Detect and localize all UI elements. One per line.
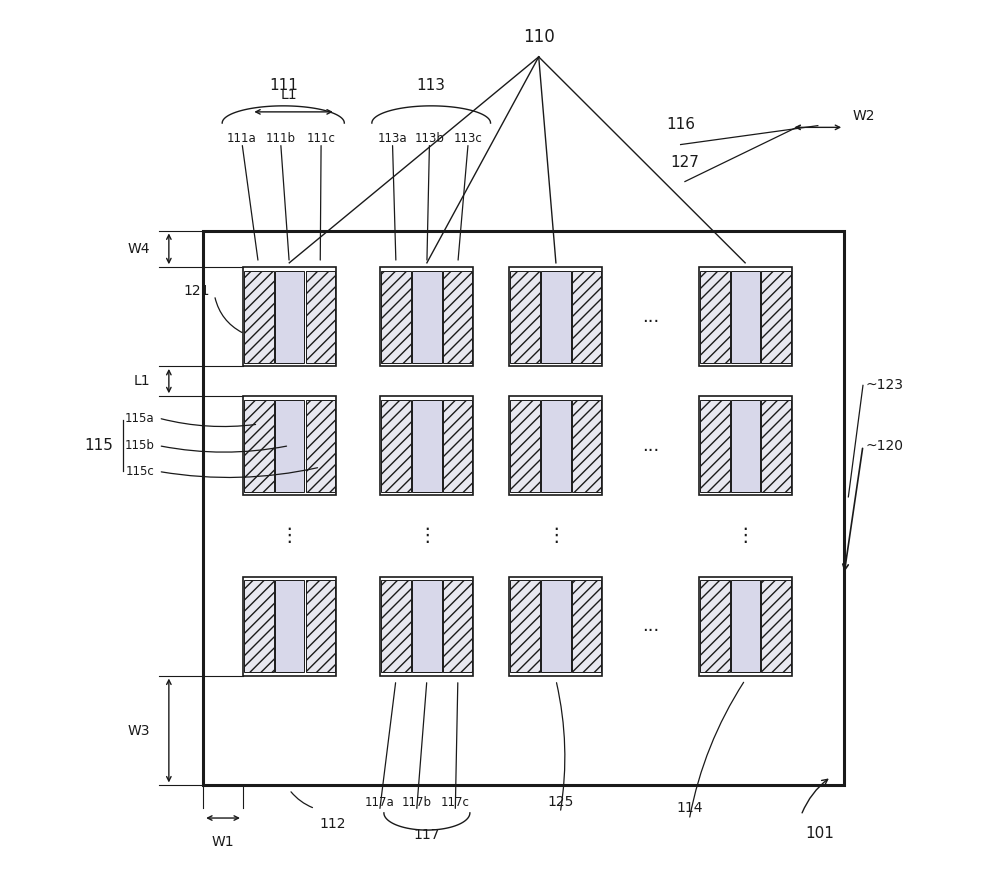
Text: ...: ... xyxy=(642,617,659,635)
Text: ⋮: ⋮ xyxy=(735,526,755,545)
Bar xyxy=(509,577,602,676)
Bar xyxy=(244,399,274,491)
Bar xyxy=(275,399,304,491)
Bar xyxy=(509,267,602,366)
Bar xyxy=(572,271,601,363)
Bar xyxy=(243,396,336,495)
Bar xyxy=(541,580,571,672)
Text: 113: 113 xyxy=(417,78,446,93)
Bar xyxy=(380,267,473,366)
Bar xyxy=(731,271,760,363)
Bar xyxy=(510,399,540,491)
Bar xyxy=(381,399,411,491)
Text: ⋮: ⋮ xyxy=(417,526,437,545)
Bar xyxy=(412,399,442,491)
Text: ~120: ~120 xyxy=(866,439,904,453)
Text: ⋮: ⋮ xyxy=(280,526,299,545)
Bar xyxy=(761,271,791,363)
Bar xyxy=(700,271,730,363)
Text: 113b: 113b xyxy=(415,132,444,145)
Text: 113a: 113a xyxy=(378,132,407,145)
Text: 121: 121 xyxy=(184,284,210,298)
Bar xyxy=(699,577,792,676)
Bar xyxy=(244,271,274,363)
Bar xyxy=(244,580,274,672)
Bar xyxy=(731,580,760,672)
Bar xyxy=(541,271,571,363)
Text: 116: 116 xyxy=(666,116,695,132)
Bar xyxy=(381,271,411,363)
Bar xyxy=(380,396,473,495)
Text: ~123: ~123 xyxy=(866,378,904,392)
Bar xyxy=(700,580,730,672)
Text: 110: 110 xyxy=(523,28,555,45)
Bar xyxy=(541,399,571,491)
Text: W3: W3 xyxy=(127,724,150,738)
Text: 114: 114 xyxy=(676,801,702,815)
Text: 111b: 111b xyxy=(266,132,296,145)
Text: W1: W1 xyxy=(212,836,234,850)
Bar xyxy=(275,580,304,672)
Bar xyxy=(443,399,472,491)
Bar xyxy=(510,580,540,672)
Text: 101: 101 xyxy=(805,826,834,841)
Bar xyxy=(510,271,540,363)
Bar xyxy=(699,267,792,366)
Bar xyxy=(203,231,844,786)
Text: L1: L1 xyxy=(133,374,150,388)
Bar xyxy=(380,577,473,676)
Text: 111c: 111c xyxy=(307,132,336,145)
Bar xyxy=(699,396,792,495)
Text: 117c: 117c xyxy=(441,795,470,808)
Text: 127: 127 xyxy=(670,156,699,170)
Text: 113c: 113c xyxy=(454,132,483,145)
Text: ⋮: ⋮ xyxy=(546,526,566,545)
Bar xyxy=(509,396,602,495)
Bar xyxy=(412,580,442,672)
Bar xyxy=(572,580,601,672)
Bar xyxy=(761,399,791,491)
Bar xyxy=(412,271,442,363)
Bar xyxy=(243,577,336,676)
Bar xyxy=(306,580,335,672)
Text: 117: 117 xyxy=(414,829,440,843)
Text: ...: ... xyxy=(642,437,659,454)
Bar xyxy=(306,271,335,363)
Text: 117b: 117b xyxy=(402,795,432,808)
Text: 125: 125 xyxy=(547,794,573,808)
Text: 115: 115 xyxy=(84,438,113,453)
Bar xyxy=(731,399,760,491)
Bar xyxy=(443,580,472,672)
Bar xyxy=(381,580,411,672)
Text: 115c: 115c xyxy=(125,465,154,478)
Text: 117a: 117a xyxy=(365,795,394,808)
Text: 115b: 115b xyxy=(124,439,154,452)
Bar xyxy=(243,267,336,366)
Text: 112: 112 xyxy=(319,817,346,831)
Text: ...: ... xyxy=(642,308,659,326)
Bar xyxy=(275,271,304,363)
Text: 111a: 111a xyxy=(227,132,257,145)
Bar xyxy=(306,399,335,491)
Text: W4: W4 xyxy=(127,242,150,256)
Text: W2: W2 xyxy=(853,109,875,123)
Bar xyxy=(443,271,472,363)
Text: 115a: 115a xyxy=(125,412,154,425)
Bar xyxy=(572,399,601,491)
Text: L1: L1 xyxy=(281,87,298,101)
Bar xyxy=(761,580,791,672)
Text: 111: 111 xyxy=(269,78,298,93)
Bar xyxy=(700,399,730,491)
